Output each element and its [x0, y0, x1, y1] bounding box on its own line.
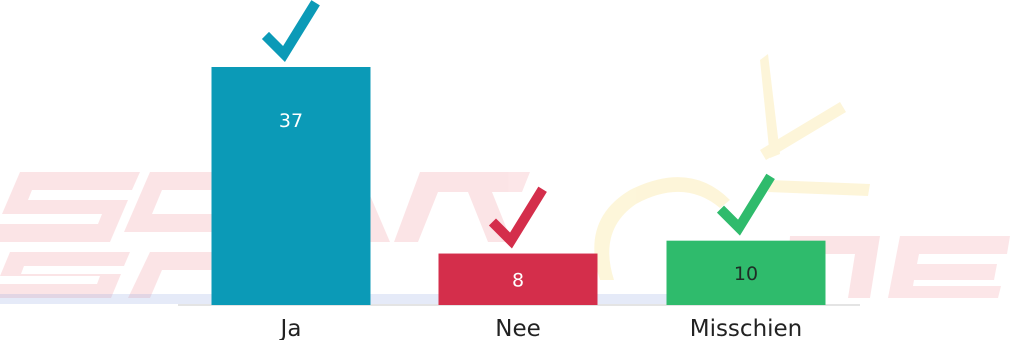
checkmark-icon: [261, 0, 320, 63]
bar-value-label: 37: [279, 110, 303, 132]
category-label: Ja: [279, 316, 302, 340]
category-label: Misschien: [690, 316, 803, 340]
checkmark-icon: [716, 173, 775, 236]
bar-nee: [438, 253, 598, 305]
bar-misschien: [666, 240, 826, 305]
checkmark-icon: [488, 186, 547, 249]
bar-value-label: 8: [512, 269, 524, 291]
category-label: Nee: [495, 316, 541, 340]
bar-ja: [211, 67, 371, 305]
bar-value-label: 10: [734, 263, 758, 285]
